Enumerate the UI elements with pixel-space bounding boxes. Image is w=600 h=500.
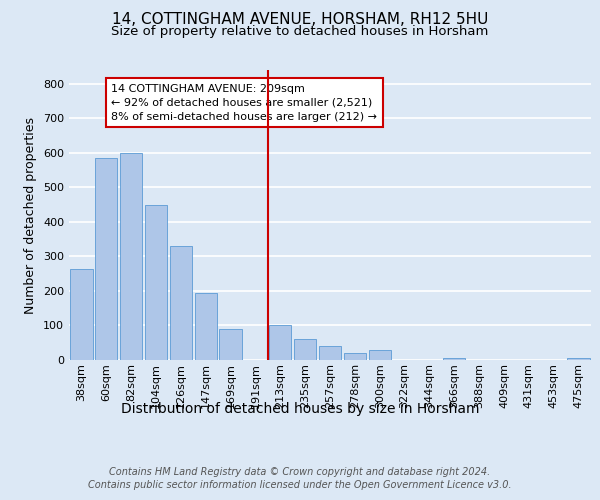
Text: Distribution of detached houses by size in Horsham: Distribution of detached houses by size … (121, 402, 479, 416)
Text: Size of property relative to detached houses in Horsham: Size of property relative to detached ho… (112, 25, 488, 38)
Bar (145, 204, 167, 360)
Text: Contains HM Land Registry data © Crown copyright and database right 2024.
Contai: Contains HM Land Registry data © Crown c… (88, 467, 512, 490)
Bar (294, 340, 316, 360)
Bar (120, 153, 142, 360)
Text: 14, COTTINGHAM AVENUE, HORSHAM, RH12 5HU: 14, COTTINGHAM AVENUE, HORSHAM, RH12 5HU (112, 12, 488, 28)
Bar (70, 268, 92, 360)
Y-axis label: Number of detached properties: Number of detached properties (25, 116, 37, 314)
Bar (170, 246, 192, 360)
Bar (319, 346, 341, 360)
Bar (194, 292, 217, 360)
Bar (443, 358, 466, 360)
Bar (344, 353, 366, 360)
Bar (95, 158, 118, 360)
Bar (568, 358, 590, 360)
Text: 14 COTTINGHAM AVENUE: 209sqm
← 92% of detached houses are smaller (2,521)
8% of : 14 COTTINGHAM AVENUE: 209sqm ← 92% of de… (111, 84, 377, 122)
Bar (368, 350, 391, 360)
Bar (269, 326, 292, 360)
Bar (220, 329, 242, 360)
